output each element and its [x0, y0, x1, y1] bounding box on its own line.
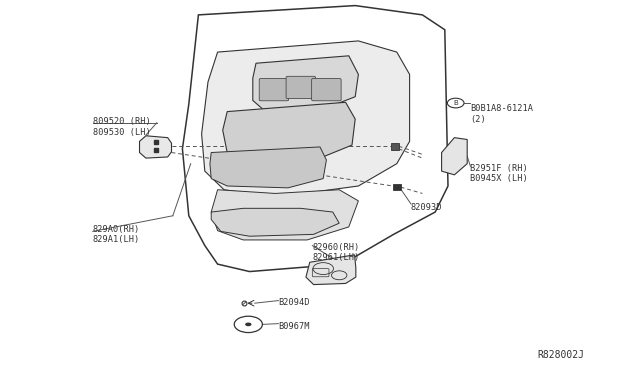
Polygon shape: [140, 136, 172, 158]
Circle shape: [245, 323, 252, 326]
Text: B: B: [453, 100, 458, 106]
FancyBboxPatch shape: [259, 78, 289, 101]
Polygon shape: [211, 190, 358, 240]
FancyBboxPatch shape: [286, 76, 316, 99]
Text: B0B1A8-6121A
(2): B0B1A8-6121A (2): [470, 104, 533, 124]
Text: 82960(RH)
82961(LH): 82960(RH) 82961(LH): [312, 243, 360, 262]
Text: 829A0(RH)
829A1(LH): 829A0(RH) 829A1(LH): [93, 225, 140, 244]
Polygon shape: [442, 138, 467, 175]
FancyBboxPatch shape: [312, 78, 341, 101]
Text: R828002J: R828002J: [538, 350, 584, 360]
Text: 809520 (RH)
809530 (LH): 809520 (RH) 809530 (LH): [93, 117, 150, 137]
Polygon shape: [202, 41, 410, 197]
FancyBboxPatch shape: [393, 184, 401, 190]
Text: B2094D: B2094D: [278, 298, 310, 307]
Polygon shape: [223, 102, 355, 164]
Polygon shape: [253, 56, 358, 112]
Polygon shape: [211, 208, 339, 236]
FancyBboxPatch shape: [391, 143, 399, 150]
Text: 82093D: 82093D: [411, 203, 442, 212]
Polygon shape: [306, 255, 356, 285]
Text: B0967M: B0967M: [278, 322, 310, 331]
Text: B2951F (RH)
B0945X (LH): B2951F (RH) B0945X (LH): [470, 164, 528, 183]
Polygon shape: [210, 147, 326, 188]
Polygon shape: [182, 6, 448, 272]
